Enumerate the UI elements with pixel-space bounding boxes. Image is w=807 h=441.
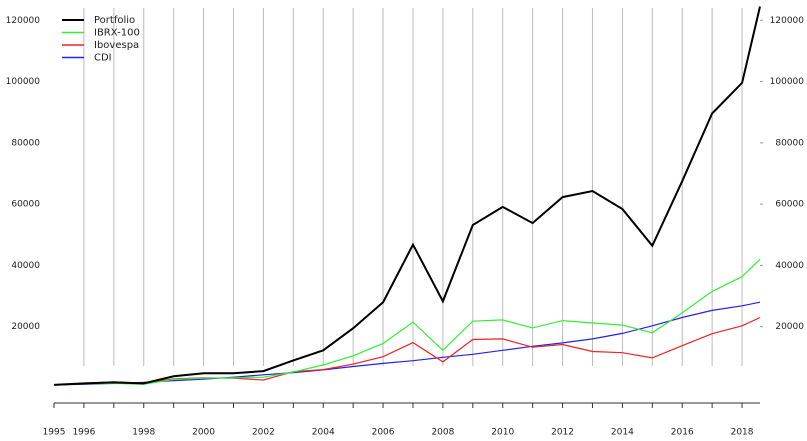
y-tick-label: 80000: [11, 138, 40, 148]
x-tick-label: 1998: [132, 428, 155, 438]
series-line: [53, 258, 761, 386]
legend-label: CDI: [94, 53, 112, 64]
x-tick-label: 2000: [192, 428, 215, 438]
y2-tick-label: 120000: [770, 16, 805, 26]
x-tick-label: 2016: [671, 428, 694, 438]
x-tick-label: 2018: [731, 428, 754, 438]
x-tick-label: 2002: [252, 428, 275, 438]
y2-tick-label: 100000: [770, 77, 805, 87]
series-line: [53, 6, 761, 386]
x-tick-label: 1995: [43, 428, 66, 438]
x-tick-label: 2012: [551, 428, 574, 438]
y-tick-label: 20000: [11, 322, 40, 332]
legend-label: IBRX-100: [94, 28, 140, 39]
legend-label: Ibovespa: [94, 40, 139, 51]
x-tick-label: 2010: [491, 428, 514, 438]
y2-tick-label: 60000: [775, 200, 804, 210]
legend-label: Portfolio: [94, 15, 135, 26]
x-tick-label: 2014: [611, 428, 634, 438]
x-tick-label: 1996: [72, 428, 95, 438]
y-tick-label: 120000: [6, 16, 41, 26]
x-tick-label: 2004: [312, 428, 335, 438]
y-tick-label: 100000: [6, 77, 41, 87]
y2-tick-label: 80000: [775, 138, 804, 148]
series-line: [53, 316, 761, 386]
y2-tick-label: 40000: [775, 261, 804, 271]
x-tick-label: 2006: [372, 428, 395, 438]
y2-tick-label: 20000: [775, 322, 804, 332]
x-tick-label: 2008: [431, 428, 454, 438]
series-line: [53, 301, 761, 386]
y-tick-label: 40000: [11, 261, 40, 271]
y-tick-label: 60000: [11, 200, 40, 210]
